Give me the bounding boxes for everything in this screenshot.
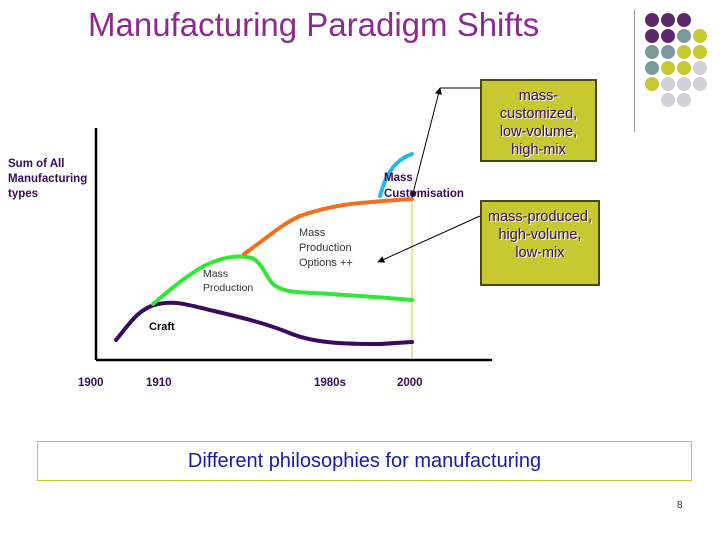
- x-tick-1980s: 1980s: [314, 377, 346, 389]
- decor-dot: [661, 93, 675, 107]
- decor-dot: [661, 29, 675, 43]
- decor-dot: [677, 77, 691, 91]
- decor-dot: [645, 13, 659, 27]
- callout-mass-produced: mass-produced, high-volume, low-mix: [480, 200, 600, 286]
- decor-dot: [645, 61, 659, 75]
- label-mass-customisation: Mass Customisation: [384, 172, 464, 200]
- x-tick-2000: 2000: [397, 377, 423, 389]
- decor-dot: [645, 77, 659, 91]
- decor-dot: [693, 61, 707, 75]
- label-mass-production: Mass Production: [203, 268, 254, 294]
- decor-dot: [677, 13, 691, 27]
- caption-text: Different philosophies for manufacturing: [187, 450, 542, 472]
- label-mass-production-options: Mass Production Options ++: [299, 227, 353, 269]
- y-axis-label: Sum of All Manufacturing types: [8, 158, 88, 200]
- paradigm-diagram: 1900 1910 1980s 2000: [78, 87, 492, 389]
- decor-dot: [677, 29, 691, 43]
- mass-production-curve: [151, 254, 414, 306]
- callout-bottom-arrow: [377, 215, 481, 263]
- callout-mass-customized: mass-customized, low-volume, high-mix: [480, 79, 597, 162]
- x-tick-1910: 1910: [146, 377, 172, 389]
- decor-dot: [693, 77, 707, 91]
- decor-divider: [634, 10, 635, 132]
- x-tick-1900: 1900: [78, 377, 104, 389]
- caption-box: Different philosophies for manufacturing: [37, 441, 692, 481]
- mass-production-options-curve: [242, 197, 414, 256]
- decor-dot: [661, 61, 675, 75]
- decor-dot: [677, 45, 691, 59]
- decor-dot: [693, 29, 707, 43]
- page-number: 8: [677, 500, 683, 511]
- decor-dot: [661, 77, 675, 91]
- mass-customisation-curve: [378, 152, 414, 198]
- craft-curve: [114, 300, 414, 347]
- decor-dot: [661, 45, 675, 59]
- decor-dot: [677, 93, 691, 107]
- callout-top-arrow: [410, 87, 442, 198]
- decor-dot: [661, 13, 675, 27]
- slide-title: Manufacturing Paradigm Shifts: [88, 6, 540, 43]
- decor-dot: [677, 61, 691, 75]
- decor-dot: [693, 45, 707, 59]
- label-craft: Craft: [149, 321, 175, 333]
- decor-dot: [645, 45, 659, 59]
- decor-dot: [645, 29, 659, 43]
